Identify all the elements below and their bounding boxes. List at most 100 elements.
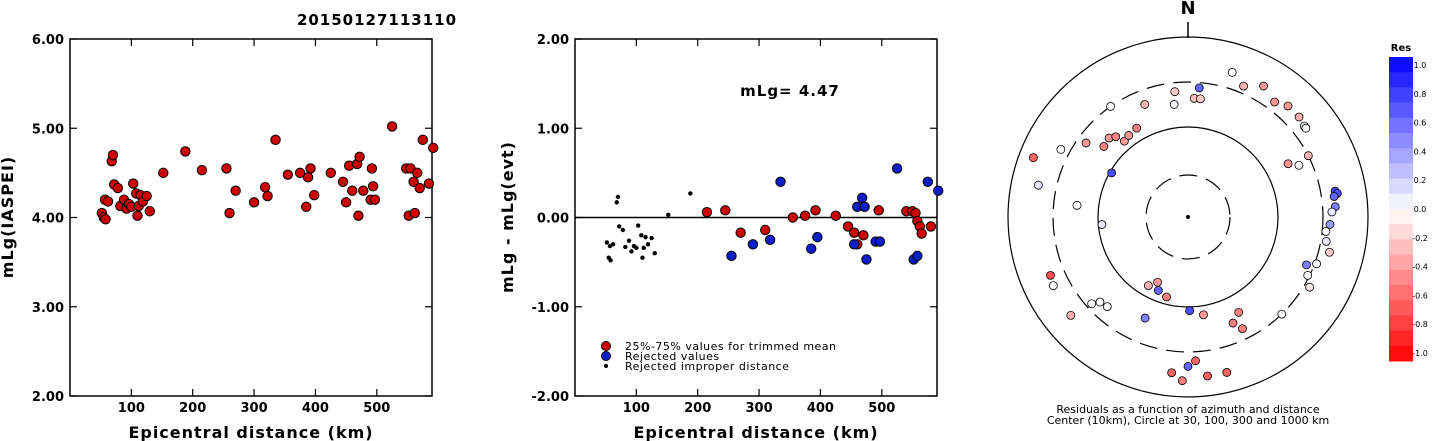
polar-point: [1095, 297, 1105, 307]
plot2-point: [859, 201, 870, 212]
plot1-point: [423, 178, 435, 189]
plot2-ytick-label: 2.00: [537, 33, 569, 48]
colorbar-swatch: [1389, 269, 1413, 286]
plot2-xtick-label: 400: [807, 401, 834, 416]
polar-point: [1097, 220, 1107, 229]
plot1-point: [248, 197, 260, 208]
polar-point: [1228, 318, 1238, 328]
plot1-point: [196, 164, 208, 176]
plot1-xtick-label: 500: [363, 401, 390, 416]
plot2-point: [806, 243, 817, 254]
panel-polar-residuals: N Residuals as a function of azimuth and…: [1007, 0, 1369, 427]
plot2-point: [848, 227, 860, 238]
plot2-points: [604, 163, 944, 265]
plot1-point: [305, 163, 316, 174]
colorbar-swatch: [1389, 133, 1413, 149]
plot1-frame: [69, 38, 433, 397]
polar-point: [1153, 277, 1162, 287]
polar-point: [1294, 112, 1304, 122]
plot2-xtick-label: 500: [868, 401, 895, 416]
plot1-ytick-label: 4.00: [32, 212, 64, 227]
plot1-xtick-label: 300: [240, 401, 267, 416]
colorbar-tick-label: 0.0: [1414, 205, 1427, 214]
plot1-point: [367, 181, 379, 192]
plot2-point: [688, 191, 693, 196]
plot1-point: [127, 178, 139, 189]
plot2-legend: 25%-75% values for trimmed mean Rejected…: [601, 340, 836, 373]
polar-point: [1227, 68, 1237, 77]
polar-point: [1199, 310, 1208, 320]
colorbar-tick-label: 1.0: [1414, 61, 1427, 70]
plot1-point: [428, 142, 439, 154]
plot1-ytick-label: 2.00: [32, 390, 64, 405]
plot2-mean-annotation: mLg= 4.47: [740, 82, 840, 100]
center-point: [1186, 215, 1190, 219]
plot1-ytick-label: 6.00: [32, 33, 64, 48]
polar-point: [1106, 102, 1115, 111]
polar-caption-line2: Center (10km), Circle at 30, 100, 300 an…: [1047, 414, 1329, 427]
plot2-point: [626, 238, 632, 243]
plot2-point: [641, 245, 646, 251]
colorbar-tick-label: -0.4: [1412, 263, 1428, 272]
plot2-point: [799, 210, 811, 221]
plot1-xlabel: Epicentral distance (km): [128, 423, 373, 441]
colorbar-swatch: [1389, 178, 1413, 195]
plot2-point: [649, 235, 654, 241]
polar-point: [1327, 207, 1337, 217]
plot2-point: [830, 210, 841, 221]
plot1-xtick-label: 100: [118, 401, 145, 416]
plot2-point: [912, 250, 923, 262]
plot1-xtick-label: 400: [302, 401, 329, 416]
legend-marker-rejected: [601, 351, 611, 361]
colorbar-swatch: [1389, 285, 1413, 301]
plot2-ticks: -2.00 -1.00 0.00 1.00 2.00 100 200 300 400 500: [532, 33, 937, 416]
colorbar-tick-label: -0.8: [1412, 320, 1428, 329]
polar-point: [1048, 281, 1058, 291]
plot2-point: [812, 231, 823, 243]
colorbar-swatch: [1389, 117, 1413, 134]
polar-point: [1222, 368, 1232, 377]
legend-label-rejected: Rejected values: [625, 350, 720, 363]
plot1-point: [347, 185, 358, 196]
polar-point: [1169, 100, 1179, 109]
colorbar: Res 1.0 0.8 0.6 0.4 0.2 0.0 -0.2 -0.4 -0.6 -0.8 -1…: [1389, 43, 1428, 362]
polar-point: [1066, 310, 1076, 320]
polar-point: [1162, 292, 1171, 302]
plot1-point: [100, 214, 111, 225]
plot1-point: [224, 207, 235, 219]
polar-point: [1111, 132, 1121, 142]
plot1-ticks: 2.00 3.00 4.00 5.00 6.00 100 200 300 400 500: [32, 33, 432, 416]
polar-point: [1183, 361, 1193, 371]
polar-point: [1194, 83, 1204, 93]
plot2-point: [652, 251, 657, 256]
plot2-xlabel: Epicentral distance (km): [633, 423, 878, 441]
polar-point: [1283, 101, 1293, 111]
colorbar-tick-label: -0.6: [1412, 291, 1428, 300]
colorbar-swatch: [1389, 300, 1413, 316]
plot1-point: [282, 169, 294, 180]
plot2-point: [615, 194, 621, 200]
polar-point: [1124, 131, 1134, 140]
plot2-point: [639, 233, 644, 238]
polar-point: [1081, 138, 1091, 148]
legend-label-improper: Rejected improper distance: [625, 360, 790, 373]
polar-point: [1167, 368, 1177, 378]
polar-caption-line1: Residuals as a function of azimuth and d…: [1056, 403, 1319, 416]
polar-point: [1325, 220, 1335, 229]
panel-magnitude-vs-distance: 2.00 3.00 4.00 5.00 6.00 100 200 300 400 500 Epic…: [0, 33, 439, 441]
plot1-point: [337, 176, 349, 188]
plot1-point: [325, 167, 336, 179]
plot2-point: [735, 227, 746, 238]
colorbar-tick-label: 0.8: [1414, 90, 1427, 99]
plot2-point: [933, 185, 944, 196]
colorbar-swatch: [1389, 209, 1413, 225]
colorbar-swatch: [1389, 148, 1413, 164]
panel-residual-vs-distance: -2.00 -1.00 0.00 1.00 2.00 100 200 300 400 500 mL…: [498, 33, 944, 441]
colorbar-tick-label: 0.4: [1414, 147, 1427, 156]
plot1-ylabel: mLg(IASPEI): [0, 156, 17, 278]
plot1-point: [386, 121, 398, 132]
polar-point: [1239, 81, 1248, 91]
plot1-point: [141, 190, 152, 202]
plot2-point: [614, 200, 619, 205]
polar-point: [1107, 168, 1117, 178]
